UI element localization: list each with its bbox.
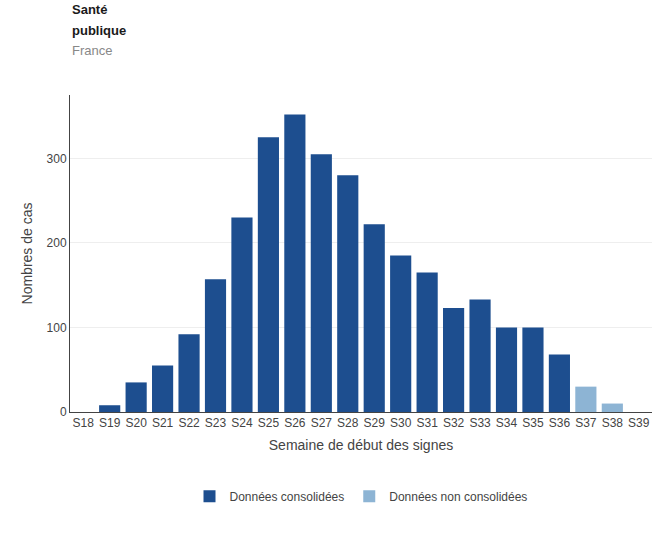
svg-text:300: 300 xyxy=(47,152,67,166)
svg-text:200: 200 xyxy=(47,236,67,250)
svg-text:S30: S30 xyxy=(390,416,412,430)
svg-text:S33: S33 xyxy=(469,416,491,430)
svg-text:S39: S39 xyxy=(628,416,650,430)
svg-text:S20: S20 xyxy=(125,416,147,430)
svg-text:Nombres de cas: Nombres de cas xyxy=(19,203,35,305)
svg-text:S26: S26 xyxy=(284,416,306,430)
svg-text:France: France xyxy=(72,43,112,58)
svg-text:S21: S21 xyxy=(152,416,174,430)
svg-text:S27: S27 xyxy=(311,416,333,430)
svg-text:S36: S36 xyxy=(549,416,571,430)
svg-text:0: 0 xyxy=(60,405,67,419)
svg-text:S34: S34 xyxy=(496,416,518,430)
svg-text:Données non consolidées: Données non consolidées xyxy=(389,490,527,504)
svg-text:publique: publique xyxy=(72,23,126,38)
svg-text:Santé: Santé xyxy=(72,2,107,17)
svg-text:S29: S29 xyxy=(364,416,386,430)
svg-text:100: 100 xyxy=(47,321,67,335)
svg-text:S18: S18 xyxy=(73,416,95,430)
svg-text:S32: S32 xyxy=(443,416,465,430)
svg-text:S24: S24 xyxy=(231,416,253,430)
svg-text:S37: S37 xyxy=(575,416,597,430)
svg-text:S19: S19 xyxy=(99,416,121,430)
svg-text:S28: S28 xyxy=(337,416,359,430)
svg-text:S23: S23 xyxy=(205,416,227,430)
svg-text:S25: S25 xyxy=(258,416,280,430)
svg-text:Données consolidées: Données consolidées xyxy=(230,490,345,504)
svg-text:S31: S31 xyxy=(416,416,438,430)
svg-text:S38: S38 xyxy=(602,416,624,430)
svg-text:Semaine de début des signes: Semaine de début des signes xyxy=(269,437,453,453)
svg-text:S35: S35 xyxy=(522,416,544,430)
svg-text:S22: S22 xyxy=(178,416,200,430)
